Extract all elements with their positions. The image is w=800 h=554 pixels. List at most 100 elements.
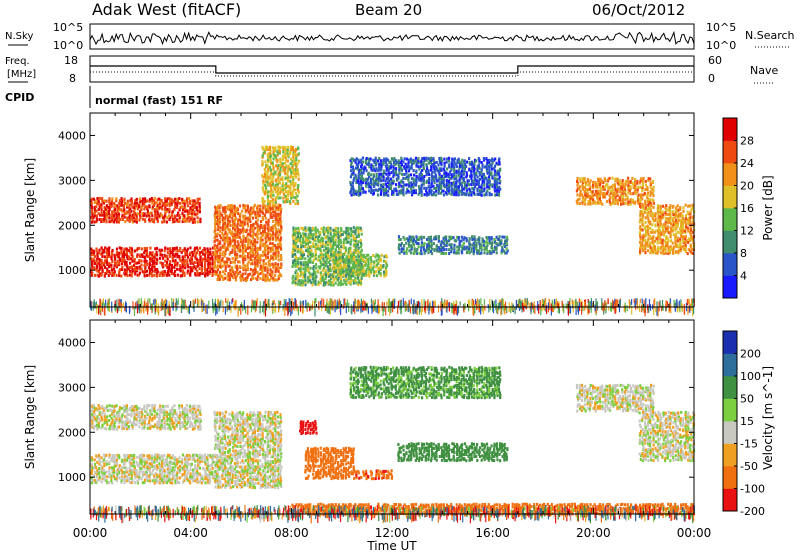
heatmap-cell	[619, 182, 622, 185]
heatmap-cell	[644, 199, 647, 203]
heatmap-cell	[382, 259, 386, 263]
heatmap-cell	[359, 268, 362, 272]
heatmap-cell	[276, 158, 279, 162]
heatmap-cell	[223, 246, 226, 250]
heatmap-cell	[432, 157, 435, 160]
heatmap-cell	[171, 200, 174, 204]
heatmap-cell	[649, 186, 652, 190]
heatmap-cell	[188, 219, 191, 223]
heatmap-cell	[145, 259, 148, 263]
heatmap-cell	[269, 226, 272, 230]
heatmap-cell	[273, 204, 276, 208]
heatmap-cell	[309, 260, 312, 264]
heatmap-cell	[141, 199, 144, 203]
heatmap-cell	[90, 257, 93, 261]
heatmap-cell	[609, 196, 612, 200]
heatmap-cell	[252, 205, 255, 209]
heatmap-cell	[228, 264, 231, 268]
heatmap-cell	[460, 189, 464, 193]
heatmap-cell	[277, 258, 280, 262]
heatmap-cell	[197, 272, 200, 276]
heatmap-cell	[151, 266, 154, 270]
heatmap-cell	[140, 205, 143, 209]
heatmap-cell	[189, 202, 192, 205]
heatmap-cell	[100, 218, 103, 222]
heatmap-cell	[446, 167, 449, 171]
heatmap-cell	[432, 164, 435, 168]
heatmap-cell	[408, 167, 411, 171]
heatmap-cell	[219, 236, 222, 240]
heatmap-cell	[666, 243, 669, 247]
heatmap-cell	[148, 213, 151, 217]
heatmap-cell	[292, 243, 295, 247]
heatmap-cell	[97, 200, 100, 203]
heatmap-cell	[340, 277, 343, 281]
heatmap-cell	[437, 171, 440, 174]
heatmap-cell	[297, 159, 301, 163]
heatmap-cell	[311, 273, 314, 277]
heatmap-cell	[166, 265, 169, 269]
heatmap-cell	[284, 187, 287, 191]
heatmap-cell	[104, 259, 107, 263]
heatmap-cell	[681, 214, 684, 218]
heatmap-cell	[483, 193, 486, 197]
heatmap-cell	[289, 186, 292, 190]
heatmap-cell	[327, 279, 330, 283]
heatmap-cell	[170, 268, 173, 271]
heatmap-cell	[374, 156, 377, 160]
heatmap-cell	[300, 243, 303, 247]
heatmap-cell	[672, 233, 675, 237]
noise-right-tick-bottom: 10^0	[706, 39, 736, 52]
heatmap-cell	[405, 183, 408, 187]
heatmap-cell	[442, 167, 445, 171]
heatmap-cell	[121, 215, 124, 219]
heatmap-cell	[231, 204, 234, 208]
heatmap-cell	[426, 238, 429, 241]
heatmap-cell	[651, 187, 654, 191]
heatmap-cell	[651, 214, 654, 218]
heatmap-cell	[275, 158, 278, 162]
heatmap-cell	[625, 193, 628, 197]
heatmap-cell	[277, 212, 280, 216]
heatmap-cell	[354, 175, 358, 179]
heatmap-cell	[675, 219, 678, 223]
heatmap-cell	[216, 232, 219, 236]
heatmap-cell	[252, 273, 255, 276]
heatmap-cell	[277, 174, 280, 177]
heatmap-cell	[606, 200, 609, 203]
heatmap-cell	[453, 185, 456, 189]
heatmap-cell	[219, 226, 222, 230]
heatmap-cell	[412, 169, 415, 173]
heatmap-cell	[684, 245, 687, 249]
heatmap-cell	[212, 246, 215, 250]
heatmap-cell	[273, 187, 276, 191]
heatmap-cell	[345, 272, 348, 276]
heatmap-cell	[269, 190, 272, 194]
heatmap-cell	[300, 279, 303, 283]
heatmap-cell	[626, 179, 629, 183]
heatmap-cell	[481, 177, 484, 181]
heatmap-cell	[271, 236, 274, 240]
heatmap-cell	[138, 246, 141, 250]
heatmap-cell	[372, 164, 375, 168]
heatmap-cell	[248, 218, 251, 222]
heatmap-cell	[134, 217, 137, 221]
heatmap-cell	[181, 197, 184, 201]
heatmap-cell	[234, 230, 237, 234]
heatmap-cell	[383, 189, 386, 192]
heatmap-cell	[271, 246, 274, 250]
heatmap-cell	[473, 171, 476, 175]
heatmap-cell	[465, 247, 468, 251]
heatmap-cell	[269, 270, 272, 274]
heatmap-cell	[273, 264, 276, 268]
heatmap-cell	[131, 259, 134, 263]
heatmap-cell	[150, 272, 153, 275]
heatmap-cell	[167, 269, 170, 273]
heatmap-cell	[579, 179, 582, 183]
heatmap-cell	[120, 251, 123, 255]
heatmap-cell	[152, 263, 156, 267]
heatmap-cell	[116, 263, 119, 267]
heatmap-cell	[483, 177, 486, 181]
heatmap-cell	[360, 174, 363, 178]
heatmap-cell	[477, 249, 480, 253]
